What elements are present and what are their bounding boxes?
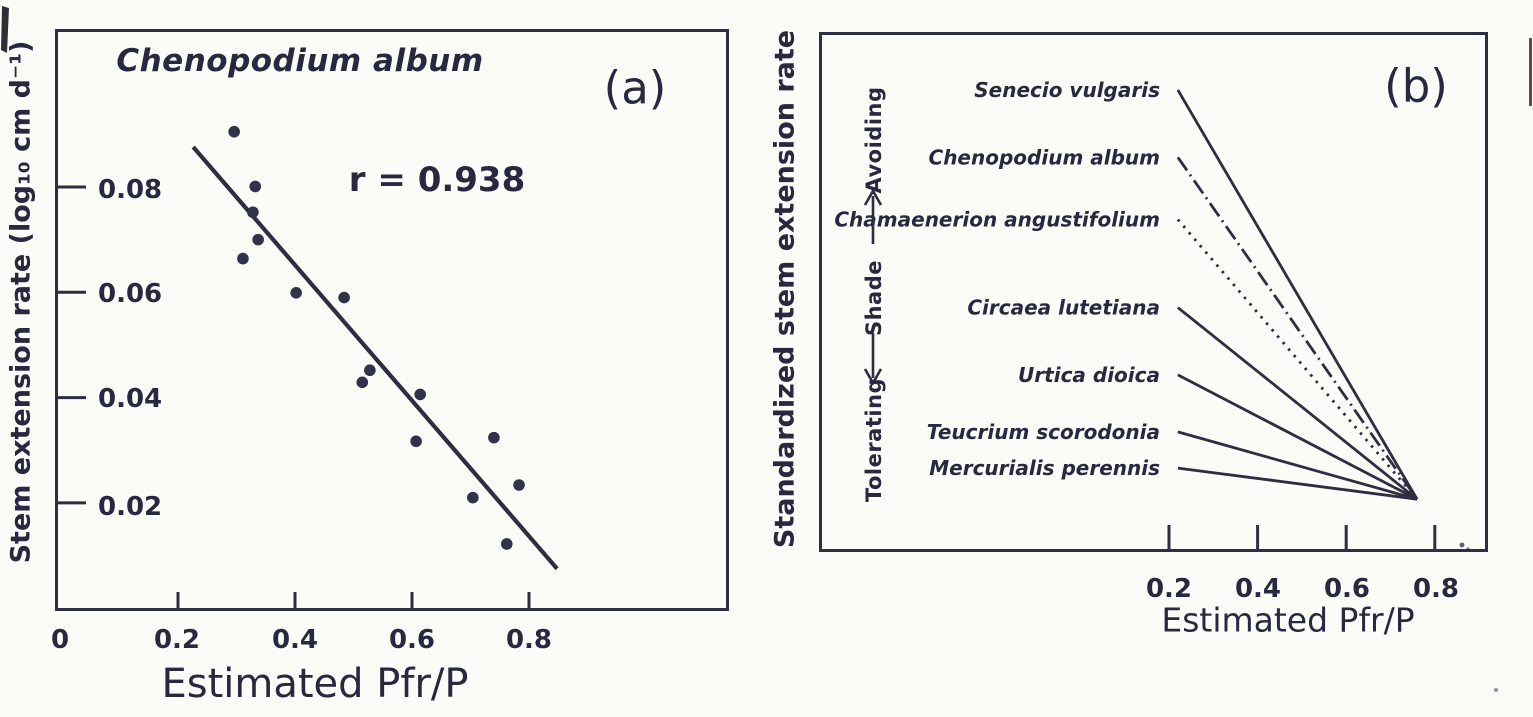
panel-b-label: (b) (1384, 59, 1448, 113)
panel-a-plot-box (55, 29, 729, 611)
species-label-chamaenerion-angustifolium: Chamaenerion angustifolium (834, 207, 1160, 231)
panel-b-y-axis-label: Standardized stem extension rate (769, 29, 801, 549)
data-point (488, 431, 500, 444)
panel-b-x-axis-label: Estimated Pfr/P (1161, 600, 1415, 640)
species-label-circaea-lutetiana: Circaea lutetiana (967, 296, 1160, 320)
data-point (356, 376, 369, 389)
data-point (290, 287, 302, 299)
panel-a-x-tick-label: 0.4 (271, 625, 319, 655)
species-line-urtica-dioica (1177, 373, 1418, 501)
panel-a-title: Chenopodium album (116, 43, 484, 79)
data-point (513, 479, 525, 491)
data-point (467, 491, 479, 504)
panel-a-x-tick-label: 0 (50, 625, 70, 655)
panel-a-y-tick-label: 0.06 (98, 279, 163, 309)
data-point (364, 364, 376, 377)
scan-speck (1466, 547, 1470, 551)
data-point (338, 291, 350, 304)
panel-a-correlation-annotation: r = 0.938 (348, 160, 526, 200)
data-point (228, 125, 240, 138)
panel-a-y-tick-label: 0.04 (98, 384, 163, 414)
panel-a-y-tick-label: 0.02 (98, 492, 163, 522)
scan-mark-top-left (1, 6, 9, 53)
species-label-senecio-vulgaris: Senecio vulgaris (974, 78, 1160, 102)
scan-mark-right-edge (1529, 38, 1532, 106)
species-line-chamaenerion-angustifolium (1176, 218, 1419, 501)
panel-b-gradient-label-shade: Shade (862, 259, 886, 337)
panel-a-x-tick-label: 0.2 (153, 625, 201, 655)
species-line-chenopodium-album (1176, 156, 1419, 501)
data-point (237, 252, 249, 265)
panel-a-label: (a) (603, 61, 667, 115)
avoiding-arrow-up-icon (863, 188, 883, 206)
species-label-teucrium-scorodonia: Teucrium scorodonia (927, 420, 1160, 444)
species-line-senecio-vulgaris (1176, 89, 1419, 500)
panel-b-gradient-label-tolerating: Tolerating (862, 377, 886, 503)
panel-b-x-tick-label: 0.6 (1323, 574, 1371, 604)
tolerating-arrow-down-icon (863, 368, 883, 386)
panel-b-x-tick-label: 0.2 (1145, 574, 1193, 604)
panel-a-x-tick-label: 0.6 (388, 625, 436, 655)
species-label-mercurialis-perennis: Mercurialis perennis (929, 456, 1160, 480)
panel-b-x-tick-label: 0.8 (1412, 574, 1460, 604)
species-line-mercurialis-perennis (1177, 466, 1418, 501)
species-label-urtica-dioica: Urtica dioica (1018, 363, 1160, 387)
data-point (252, 233, 264, 246)
panel-a-x-tick-label: 0.8 (505, 625, 553, 655)
species-label-chenopodium-album: Chenopodium album (929, 145, 1160, 169)
data-point (500, 538, 513, 550)
species-line-circaea-lutetiana (1176, 306, 1418, 501)
panel-a-y-axis-label: Stem extension rate (log₁₀ cm d⁻¹) (5, 40, 37, 564)
data-point (414, 388, 426, 401)
panel-b-gradient-label-avoiding: Avoiding (862, 86, 886, 194)
panel-b-plot-box (819, 32, 1488, 552)
panel-b-x-tick-label: 0.4 (1234, 574, 1282, 604)
data-point (249, 180, 262, 193)
panel-a-y-tick-label: 0.08 (98, 175, 163, 205)
data-point (410, 435, 422, 448)
panel-a-x-axis-label: Estimated Pfr/P (161, 661, 469, 707)
scan-speck (1459, 542, 1465, 548)
data-point (247, 206, 259, 219)
species-line-teucrium-scorodonia (1177, 430, 1418, 501)
scan-speck (1494, 688, 1498, 692)
